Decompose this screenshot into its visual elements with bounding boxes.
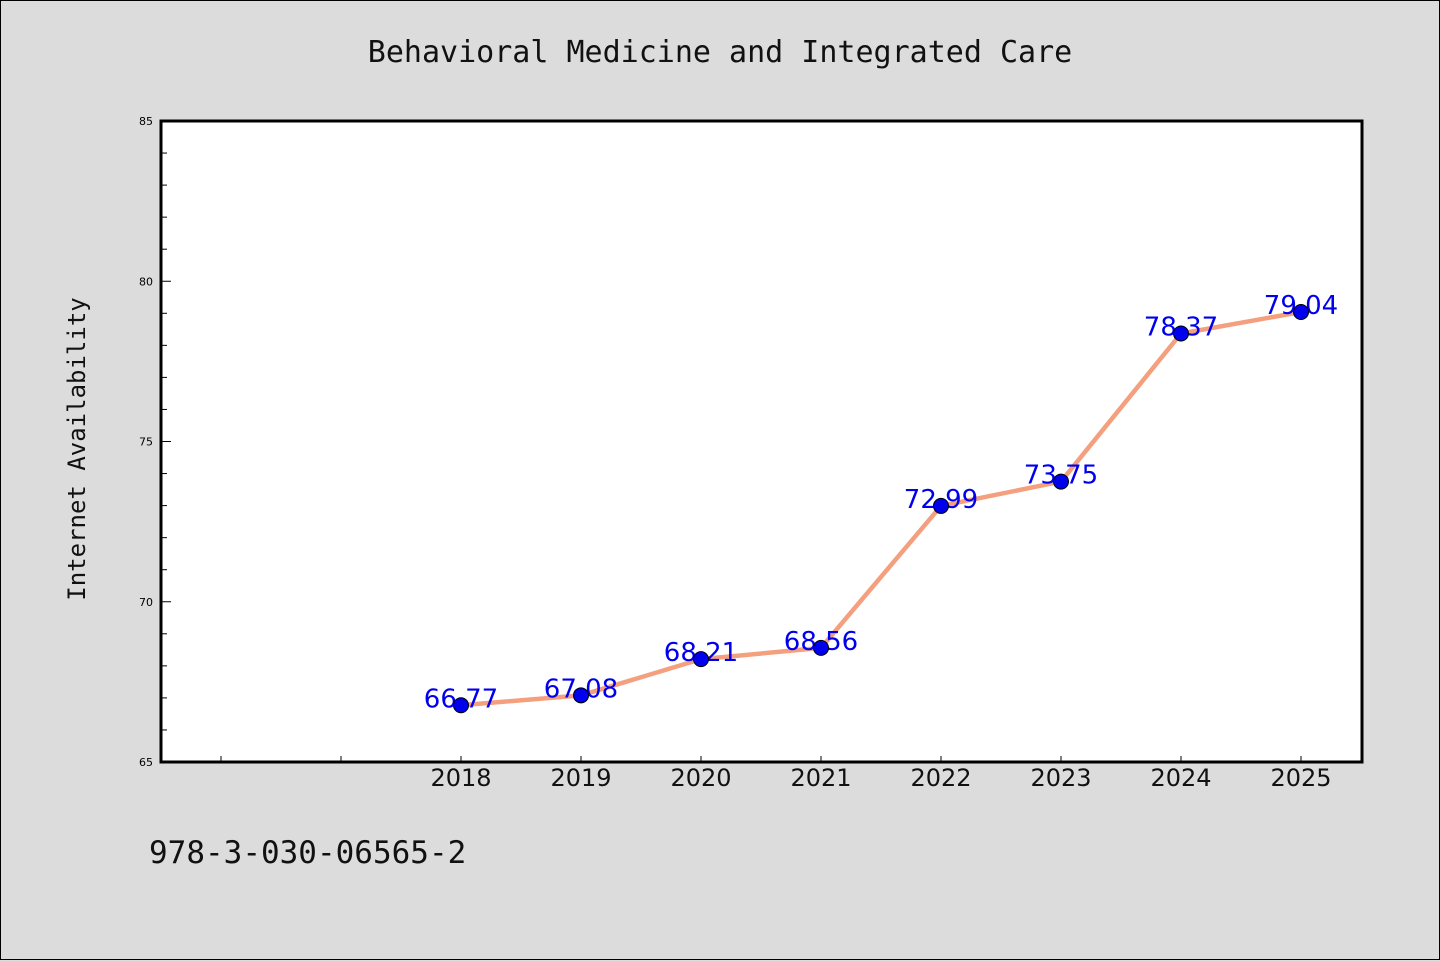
x-tick-label: 2021 <box>790 764 851 792</box>
y-tick-label: 70 <box>139 596 153 609</box>
data-point-marker <box>693 651 709 668</box>
data-point-marker <box>1053 473 1069 490</box>
x-tick-label: 2022 <box>910 764 971 792</box>
data-point-marker <box>573 687 589 704</box>
x-tick-label: 2024 <box>1150 764 1211 792</box>
x-tick-label: 2019 <box>550 764 611 792</box>
plot-area <box>159 119 1364 764</box>
data-point-marker <box>813 639 829 656</box>
isbn-text: 978-3-030-06565-2 <box>149 835 467 871</box>
data-point-marker <box>1293 304 1309 321</box>
x-tick-label: 2023 <box>1030 764 1091 792</box>
y-tick-label: 65 <box>139 756 153 769</box>
x-tick-label: 2020 <box>670 764 731 792</box>
series-line <box>458 309 1304 708</box>
x-tick-label: 2018 <box>430 764 491 792</box>
x-tick-label: 2025 <box>1270 764 1331 792</box>
y-tick-label: 75 <box>139 436 153 449</box>
data-point-marker <box>933 497 949 514</box>
data-point-marker <box>1173 325 1189 342</box>
y-tick-label: 80 <box>139 275 153 288</box>
data-point-marker <box>453 697 469 714</box>
chart-title: Behavioral Medicine and Integrated Care <box>367 35 1073 70</box>
y-tick-label: 85 <box>139 115 153 128</box>
